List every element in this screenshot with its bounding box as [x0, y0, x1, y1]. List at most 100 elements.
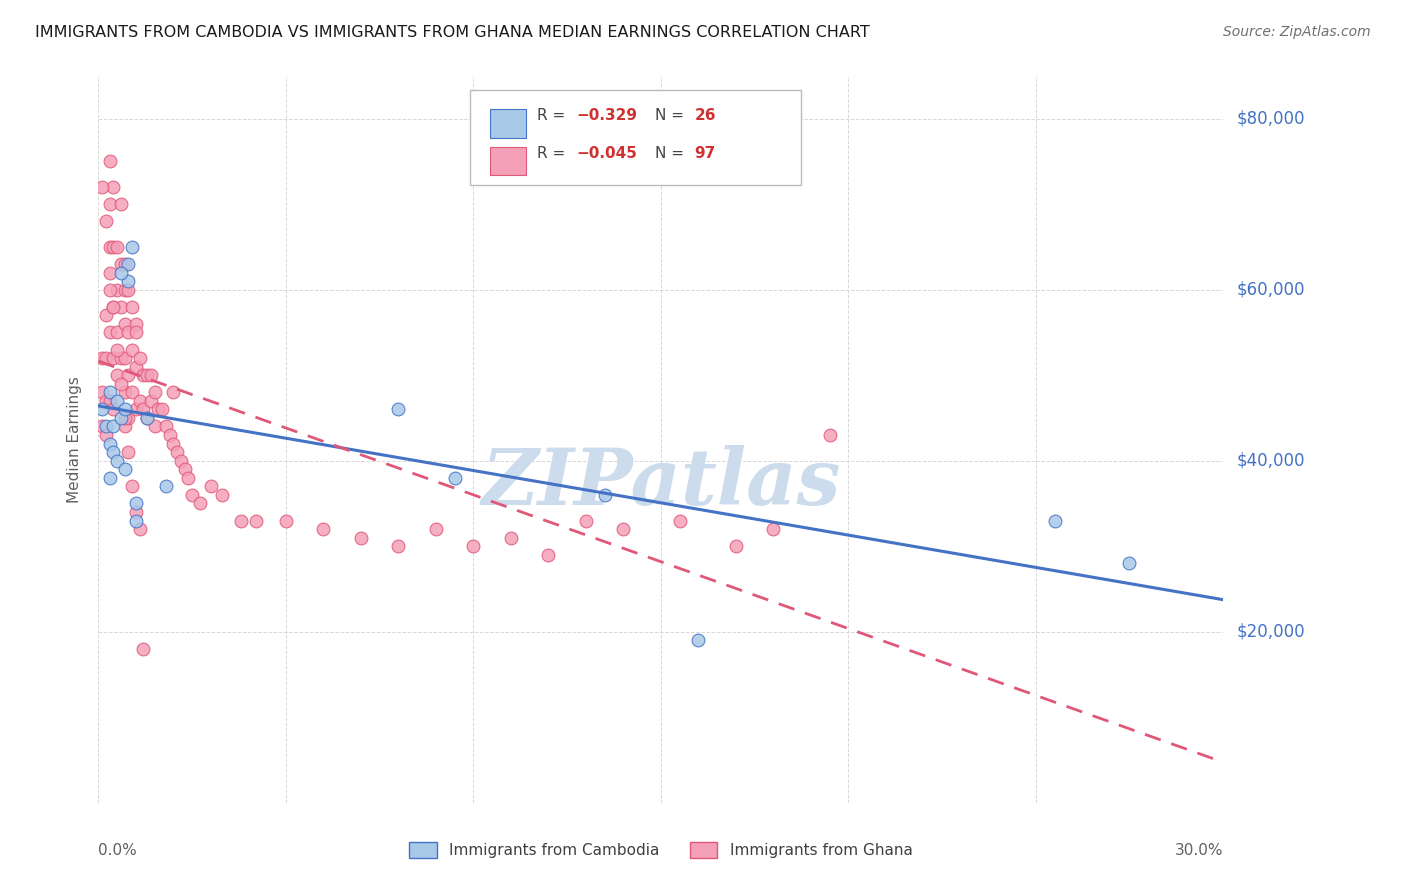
- Point: [125, 317, 148, 331]
- Point: [110, 266, 132, 280]
- Point: [105, 240, 128, 254]
- Point: [103, 419, 125, 434]
- Text: $80,000: $80,000: [1237, 110, 1306, 128]
- Point: [139, 393, 162, 408]
- Point: [103, 240, 125, 254]
- Point: [105, 283, 128, 297]
- Point: [463, 539, 485, 553]
- Text: $60,000: $60,000: [1237, 281, 1306, 299]
- Point: [114, 385, 136, 400]
- Point: [136, 411, 159, 425]
- Point: [117, 326, 139, 340]
- Point: [350, 531, 373, 545]
- Point: [94, 351, 117, 365]
- Point: [103, 300, 125, 314]
- Point: [1043, 514, 1066, 528]
- Point: [593, 488, 616, 502]
- Point: [103, 351, 125, 365]
- Point: [114, 283, 136, 297]
- Point: [91, 351, 114, 365]
- Point: [98, 326, 121, 340]
- Point: [110, 300, 132, 314]
- Y-axis label: Median Earnings: Median Earnings: [67, 376, 83, 503]
- Point: [121, 343, 143, 357]
- Point: [98, 471, 121, 485]
- Point: [114, 351, 136, 365]
- Point: [105, 393, 128, 408]
- Text: 26: 26: [695, 108, 716, 123]
- Point: [177, 471, 200, 485]
- Point: [688, 633, 710, 648]
- Text: $40,000: $40,000: [1237, 451, 1306, 470]
- Text: IMMIGRANTS FROM CAMBODIA VS IMMIGRANTS FROM GHANA MEDIAN EARNINGS CORRELATION CH: IMMIGRANTS FROM CAMBODIA VS IMMIGRANTS F…: [35, 25, 870, 40]
- Point: [103, 402, 125, 417]
- FancyBboxPatch shape: [489, 109, 526, 137]
- Point: [98, 436, 121, 450]
- Point: [139, 368, 162, 383]
- Point: [245, 514, 267, 528]
- Point: [143, 419, 166, 434]
- Point: [762, 522, 785, 536]
- Point: [94, 308, 117, 322]
- Point: [98, 266, 121, 280]
- Point: [105, 368, 128, 383]
- Point: [114, 257, 136, 271]
- Point: [159, 428, 181, 442]
- Point: [155, 419, 177, 434]
- Text: 30.0%: 30.0%: [1175, 843, 1223, 858]
- Point: [387, 402, 409, 417]
- Text: −0.329: −0.329: [576, 108, 637, 123]
- Point: [105, 326, 128, 340]
- Point: [117, 445, 139, 459]
- Point: [105, 343, 128, 357]
- Point: [148, 402, 170, 417]
- Point: [98, 283, 121, 297]
- Point: [114, 419, 136, 434]
- FancyBboxPatch shape: [489, 146, 526, 176]
- Text: N =: N =: [655, 146, 689, 161]
- Text: Source: ZipAtlas.com: Source: ZipAtlas.com: [1223, 25, 1371, 39]
- Text: 97: 97: [695, 146, 716, 161]
- Point: [121, 240, 143, 254]
- Point: [443, 471, 465, 485]
- Text: ZIPatlas: ZIPatlas: [481, 445, 841, 521]
- Point: [499, 531, 522, 545]
- Point: [173, 462, 195, 476]
- Point: [1118, 557, 1140, 571]
- Point: [537, 548, 560, 562]
- Point: [668, 514, 690, 528]
- Point: [110, 257, 132, 271]
- Point: [125, 402, 148, 417]
- Point: [125, 514, 148, 528]
- Point: [98, 197, 121, 211]
- Point: [114, 462, 136, 476]
- Point: [121, 300, 143, 314]
- Point: [110, 197, 132, 211]
- Point: [150, 402, 173, 417]
- Point: [387, 539, 409, 553]
- Point: [181, 488, 204, 502]
- Point: [132, 641, 155, 656]
- Point: [575, 514, 598, 528]
- Point: [121, 479, 143, 493]
- Point: [98, 393, 121, 408]
- Point: [162, 436, 184, 450]
- Point: [125, 359, 148, 374]
- Point: [114, 402, 136, 417]
- Point: [166, 445, 188, 459]
- Point: [91, 180, 114, 194]
- Point: [94, 419, 117, 434]
- Point: [818, 428, 841, 442]
- Point: [136, 368, 159, 383]
- Point: [91, 419, 114, 434]
- Point: [117, 274, 139, 288]
- FancyBboxPatch shape: [470, 90, 801, 185]
- Point: [94, 428, 117, 442]
- Text: −0.045: −0.045: [576, 146, 637, 161]
- Text: 0.0%: 0.0%: [98, 843, 138, 858]
- Point: [94, 393, 117, 408]
- Point: [117, 283, 139, 297]
- Point: [98, 240, 121, 254]
- Point: [155, 479, 177, 493]
- Point: [136, 411, 159, 425]
